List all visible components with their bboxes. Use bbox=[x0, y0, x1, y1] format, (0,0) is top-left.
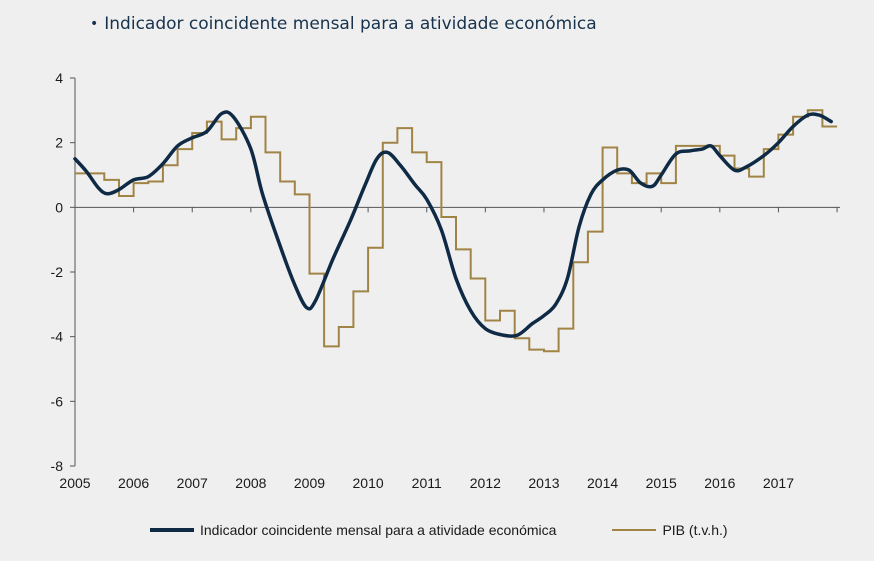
legend-item-indicador: Indicador coincidente mensal para a ativ… bbox=[150, 522, 556, 538]
legend-swatch-pib bbox=[612, 529, 657, 531]
chart-title: • Indicador coincidente mensal para a at… bbox=[90, 14, 597, 34]
x-tick-label: 2006 bbox=[118, 475, 149, 491]
series-line-pib bbox=[75, 109, 838, 353]
x-tick-label: 2007 bbox=[177, 475, 208, 491]
x-tick-label: 2005 bbox=[59, 475, 90, 491]
legend-swatch-indicador bbox=[150, 528, 194, 532]
y-tick-label: -4 bbox=[51, 329, 64, 345]
x-tick-label: 2016 bbox=[704, 475, 735, 491]
x-tick-label: 2008 bbox=[235, 475, 266, 491]
legend: Indicador coincidente mensal para a ativ… bbox=[150, 522, 728, 538]
legend-label-indicador: Indicador coincidente mensal para a ativ… bbox=[200, 522, 557, 538]
legend-item-pib: PIB (t.v.h.) bbox=[612, 522, 728, 538]
y-tick-label: -2 bbox=[51, 264, 64, 280]
title-bullet-icon: • bbox=[90, 16, 99, 32]
y-tick-label: 0 bbox=[55, 199, 63, 215]
y-tick-label: -6 bbox=[51, 393, 64, 409]
x-tick-label: 2011 bbox=[412, 475, 442, 491]
chart-title-text: Indicador coincidente mensal para a ativ… bbox=[104, 14, 597, 34]
y-tick-label: 2 bbox=[55, 135, 63, 151]
x-tick-label: 2013 bbox=[528, 475, 559, 491]
legend-label-pib: PIB (t.v.h.) bbox=[662, 522, 728, 538]
y-tick-label: -8 bbox=[51, 458, 64, 474]
x-tick-label: 2015 bbox=[646, 475, 677, 491]
x-tick-label: 2014 bbox=[587, 475, 618, 491]
x-tick-label: 2010 bbox=[353, 475, 384, 491]
y-tick-label: 4 bbox=[55, 70, 63, 86]
x-tick-label: 2009 bbox=[294, 475, 325, 491]
x-tick-label: 2017 bbox=[763, 475, 794, 491]
x-tick-label: 2012 bbox=[470, 475, 501, 491]
series-line-indicador bbox=[73, 110, 833, 338]
